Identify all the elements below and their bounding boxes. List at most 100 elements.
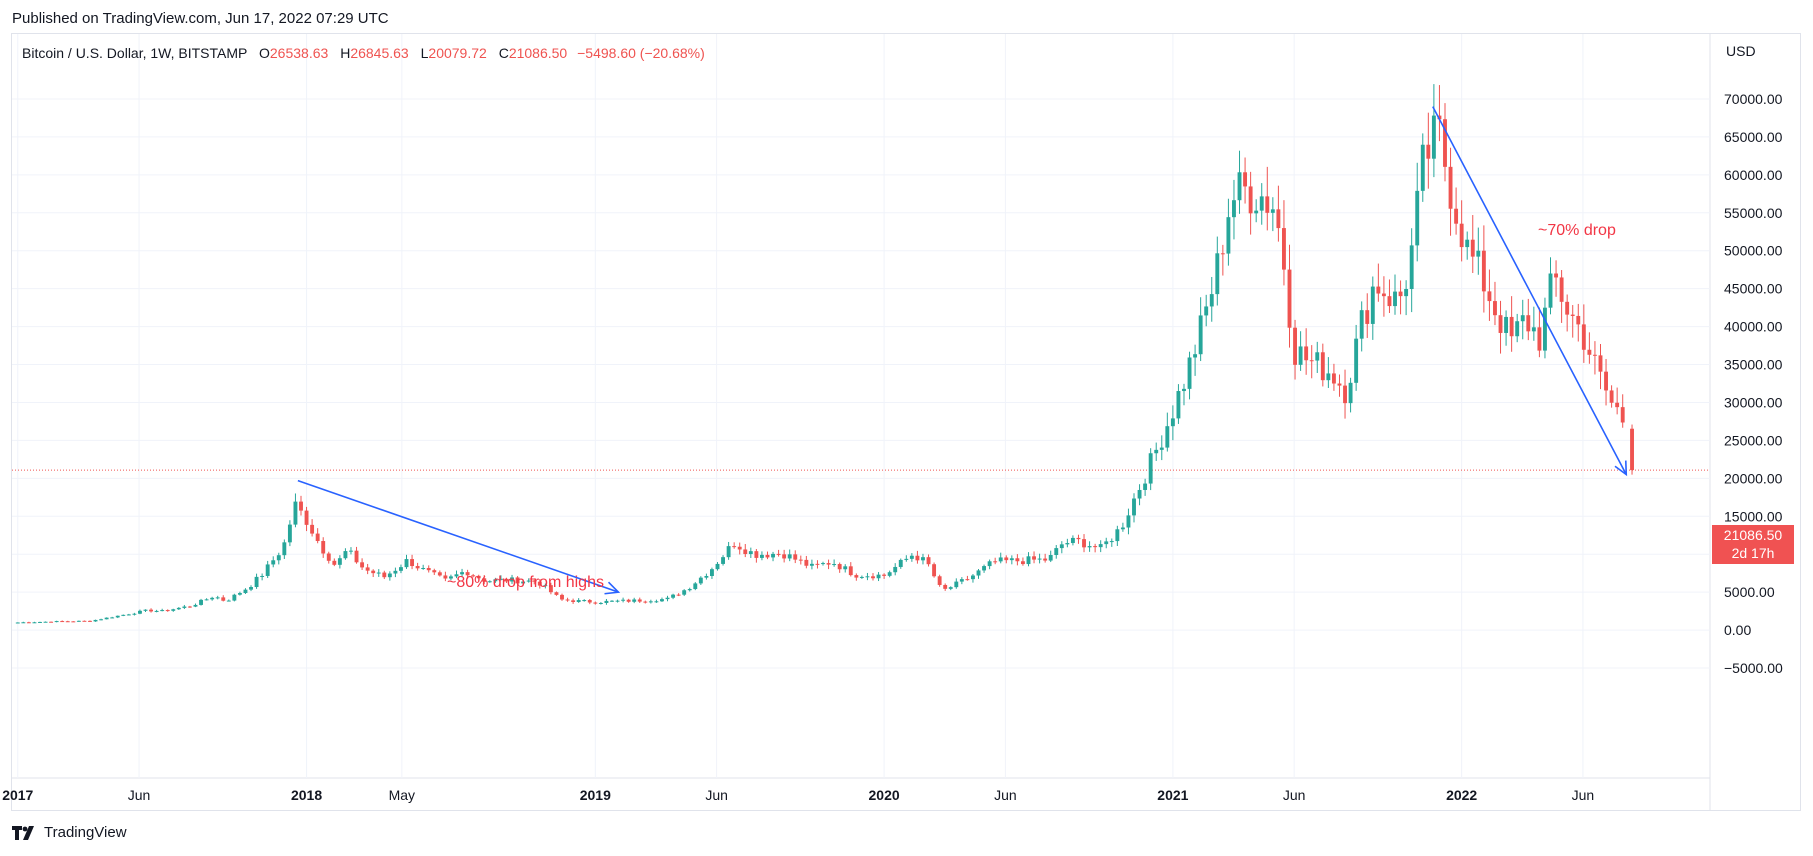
candle-up [1182,388,1186,392]
candle-up [526,580,531,582]
candle-down [732,546,737,548]
open-value: 26538.63 [269,45,329,61]
high-label: H [340,45,351,61]
candle-down [299,501,303,511]
candle-up [1215,253,1220,295]
candle-up [1048,555,1053,561]
candle-up [1404,289,1409,297]
candle-up [1232,200,1236,218]
x-tick-label: 2020 [869,787,900,803]
candle-up [1237,172,1242,201]
candle-down [1282,228,1286,270]
candle-down [882,574,887,576]
x-tick-label: 2019 [580,787,611,803]
candle-up [1415,190,1420,246]
candle-down [1592,354,1597,356]
candle-up [243,589,248,594]
candle-up [1270,209,1275,213]
candle-up [1359,310,1364,339]
candle-up [921,557,925,561]
candle-up [1098,544,1103,548]
symbol-legend: Bitcoin / U.S. Dollar, 1W, BITSTAMP O265… [22,45,705,61]
candle-down [1493,301,1497,316]
candle-up [654,601,659,603]
candle-down [943,584,948,589]
candle-up [1198,315,1203,355]
candle-up [1148,453,1153,484]
candle-up [282,542,287,556]
candle-up [1143,483,1148,490]
candle-up [1176,391,1181,419]
candle-down [1565,301,1570,315]
candle-up [487,581,492,583]
candle-down [360,562,365,568]
candle-down [560,594,564,600]
candle-down [798,559,803,561]
candle-down [1331,373,1336,384]
candle-down [476,575,481,579]
candle-up [182,606,187,608]
candle-up [521,581,526,584]
x-tick-label: 2021 [1157,787,1188,803]
y-tick-label: 70000.00 [1724,91,1783,107]
currency-label[interactable]: USD [1726,43,1756,59]
x-tick-label: Jun [1572,787,1595,803]
candle-up [104,617,109,620]
candle-up [660,599,664,602]
candle-down [65,621,70,623]
candle-up [1531,327,1536,332]
candle-down [382,572,387,578]
candle-up [821,563,825,565]
y-tick-label: 0.00 [1724,622,1751,638]
candle-up [237,593,242,595]
y-tick-label: 25000.00 [1724,432,1783,448]
candle-up [748,551,753,555]
candle-up [15,622,20,624]
candle-up [1209,294,1214,307]
published-header: Published on TradingView.com, Jun 17, 20… [12,10,389,27]
candle-up [1170,418,1175,427]
candle-up [671,594,676,598]
candle-down [765,554,770,558]
candle-down [776,553,781,555]
candle-down [1598,355,1603,372]
candle-up [1154,449,1159,454]
x-tick-label: Jun [1283,787,1306,803]
candle-up [176,607,181,610]
candle-down [1093,546,1098,548]
candle-down [1365,310,1370,324]
candle-down [1381,293,1386,297]
candle-up [1109,541,1114,543]
candle-up [132,613,137,615]
candle-down [26,622,31,624]
time-axis: 2017 Jun 2018 May 2019 Jun 2020 Jun 2021 Jun 2022 J… [2,787,1594,803]
candle-up [843,566,848,570]
candle-down [1559,277,1564,302]
x-tick-label: 2022 [1446,787,1477,803]
candle-up [76,620,81,622]
candle-down [571,600,576,602]
candle-up [199,599,203,605]
candle-up [1204,306,1209,316]
chart-frame[interactable] [11,33,1801,811]
candle-up [1165,426,1170,448]
candle-up [287,524,292,543]
candle-down [332,560,337,565]
candle-down [354,550,359,563]
candle-down [1448,166,1453,209]
candle-up [1326,373,1331,381]
y-tick-label: 30000.00 [1724,394,1783,410]
candle-up [682,590,687,595]
candle-up [399,567,403,571]
candle-up [110,617,115,619]
candle-down [815,563,820,565]
bar-countdown: 2d 17h [1731,545,1775,561]
candle-down [165,610,170,612]
y-tick-label: 20000.00 [1724,470,1783,486]
candle-down [537,581,542,586]
candle-up [454,574,459,577]
candle-up [582,600,587,602]
candle-up [99,619,104,621]
change-value: −5498.60 (−20.68%) [577,45,705,61]
